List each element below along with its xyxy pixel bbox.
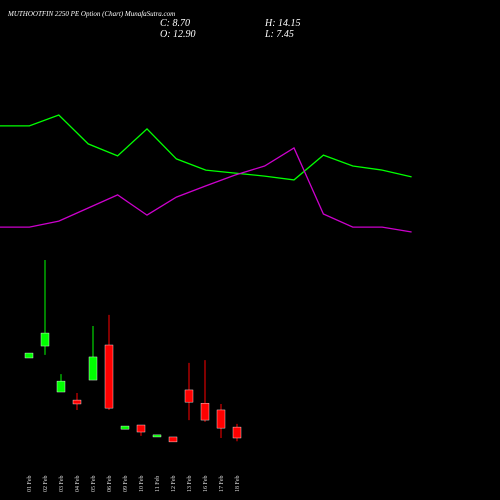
x-tick-label: 06 Feb	[107, 476, 113, 493]
x-tick-label: 04 Feb	[75, 476, 81, 493]
candle-body	[88, 356, 98, 381]
x-tick-label: 10 Feb	[139, 476, 145, 493]
x-tick-label: 02 Feb	[43, 476, 49, 493]
line-series	[0, 147, 412, 233]
low-info: L: 7.45	[264, 29, 294, 40]
candle-body	[184, 389, 194, 403]
candle-body	[216, 409, 226, 429]
chart-title: MUTHOOTFIN 2250 PE Option (Chart) Munafa…	[7, 10, 175, 18]
candle-body	[40, 332, 50, 347]
candle-body	[168, 436, 178, 443]
x-tick-label: 05 Feb	[91, 476, 97, 493]
candle-body	[56, 380, 66, 393]
line-series	[0, 114, 412, 181]
close-info: C: 8.70	[160, 18, 190, 29]
x-tick-label: 18 Feb	[235, 476, 241, 493]
x-tick-label: 09 Feb	[123, 476, 129, 493]
candle-body	[72, 399, 82, 405]
x-tick-label: 01 Feb	[27, 476, 33, 493]
x-tick-label: 13 Feb	[187, 476, 193, 493]
x-tick-label: 17 Feb	[219, 476, 225, 493]
candle-body	[120, 425, 130, 430]
candle-body	[200, 402, 210, 421]
candle-body	[152, 434, 162, 438]
x-tick-label: 11 Feb	[155, 476, 161, 492]
candle-body	[104, 344, 114, 409]
x-tick-label: 03 Feb	[59, 476, 65, 493]
open-info: O: 12.90	[160, 29, 196, 40]
candle-body	[232, 426, 242, 439]
x-tick-label: 12 Feb	[171, 476, 177, 493]
candle-body	[136, 424, 146, 433]
high-info: H: 14.15	[264, 18, 301, 29]
x-tick-label: 16 Feb	[203, 476, 209, 493]
candle-body	[24, 352, 34, 359]
